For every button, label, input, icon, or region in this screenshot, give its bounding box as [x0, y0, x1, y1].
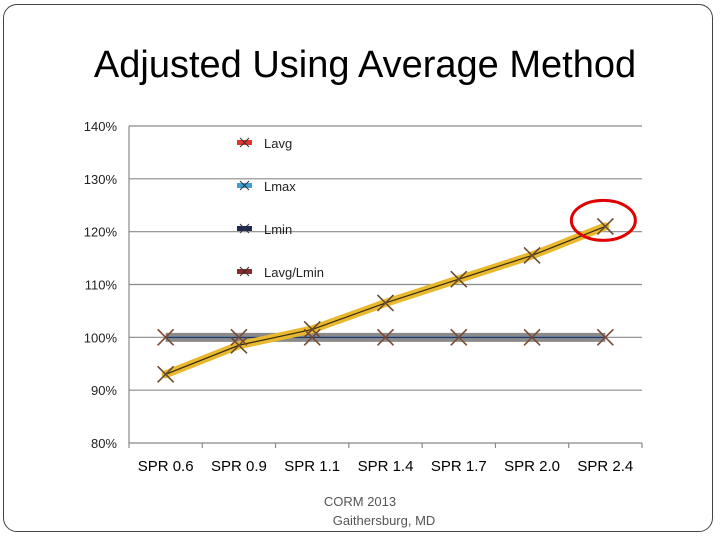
footer-location: Gaithersburg, MD — [332, 513, 436, 528]
point-lmax — [303, 328, 321, 346]
highlight-circle — [569, 198, 637, 242]
slide-frame — [3, 4, 713, 532]
y-tick-label: 80% — [91, 436, 117, 451]
legend-marker — [239, 223, 250, 234]
legend-marker — [239, 137, 250, 148]
x-tick-label: SPR 1.4 — [358, 458, 414, 475]
point-lavg-lmin — [303, 320, 321, 338]
point-lmax — [523, 328, 541, 346]
y-tick-label: 90% — [91, 383, 117, 398]
y-tick-label: 130% — [84, 172, 118, 187]
y-tick-label: 120% — [84, 225, 118, 240]
point-lmax — [596, 328, 614, 346]
y-tick-label: 140% — [84, 119, 118, 134]
slide-title: Adjusted Using Average Method — [93, 44, 637, 86]
legend-label: Lmax — [264, 179, 296, 194]
point-lmax — [376, 328, 395, 346]
legend-marker — [239, 266, 250, 277]
legend-marker — [239, 180, 250, 191]
point-lavg-lmin — [523, 246, 541, 265]
x-tick-label: SPR 0.9 — [211, 458, 267, 475]
legend-label: Lmin — [264, 222, 292, 237]
point-lmax — [450, 328, 468, 346]
footer-conference: CORM 2013 — [323, 494, 397, 509]
point-lmax — [230, 328, 248, 346]
x-tick-label: SPR 0.6 — [138, 458, 194, 475]
point-lavg-lmin — [376, 294, 395, 312]
x-tick-label: SPR 1.7 — [431, 458, 487, 475]
point-lavg-lmin — [450, 270, 468, 288]
point-lavg-lmin — [230, 336, 248, 354]
point-lmax — [157, 328, 175, 346]
point-lavg-lmin — [596, 217, 614, 235]
point-lavg-lmin — [157, 365, 175, 383]
y-tick-label: 110% — [85, 278, 118, 293]
x-tick-label: SPR 2.0 — [504, 458, 560, 475]
y-tick-label: 100% — [84, 330, 118, 345]
legend-label: Lavg/Lmin — [264, 265, 324, 280]
slide-footer: CORM 2013 Gaithersburg, MD — [0, 492, 720, 530]
legend-label: Lavg — [264, 136, 292, 151]
x-tick-label: SPR 2.4 — [577, 458, 633, 475]
x-tick-label: SPR 1.1 — [284, 458, 340, 475]
